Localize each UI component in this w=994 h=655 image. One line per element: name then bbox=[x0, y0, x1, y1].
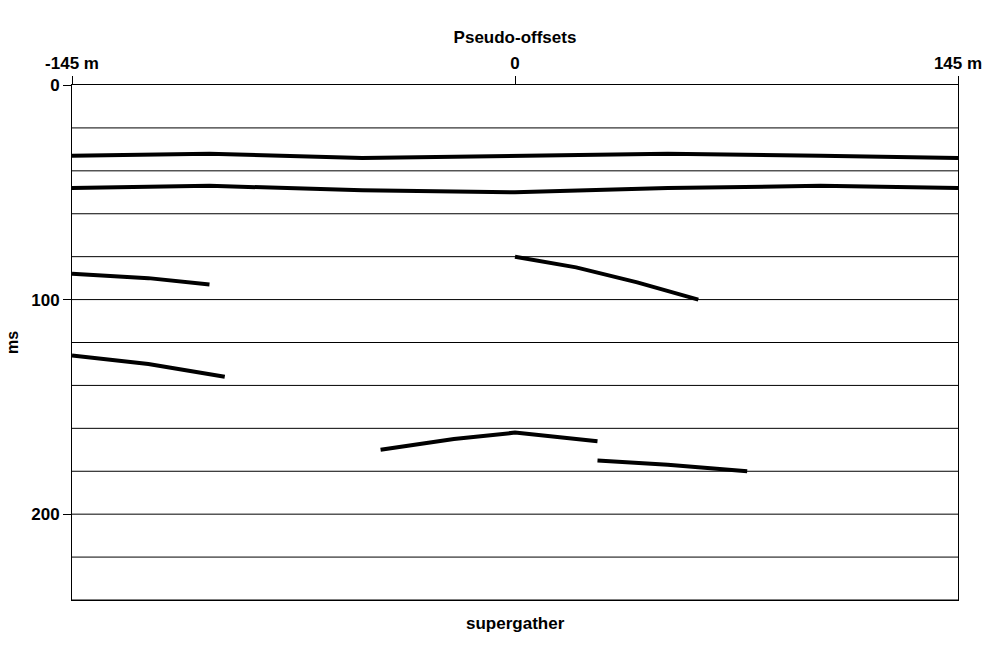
svg-text:supergather: supergather bbox=[466, 614, 565, 633]
svg-text:0: 0 bbox=[510, 54, 519, 73]
svg-text:ms: ms bbox=[4, 331, 21, 354]
svg-text:Pseudo-offsets: Pseudo-offsets bbox=[454, 28, 577, 47]
svg-text:0: 0 bbox=[50, 76, 59, 95]
svg-text:200: 200 bbox=[31, 505, 59, 524]
svg-text:100: 100 bbox=[31, 291, 59, 310]
svg-text:145 m: 145 m bbox=[934, 54, 982, 73]
svg-text:-145 m: -145 m bbox=[45, 54, 99, 73]
